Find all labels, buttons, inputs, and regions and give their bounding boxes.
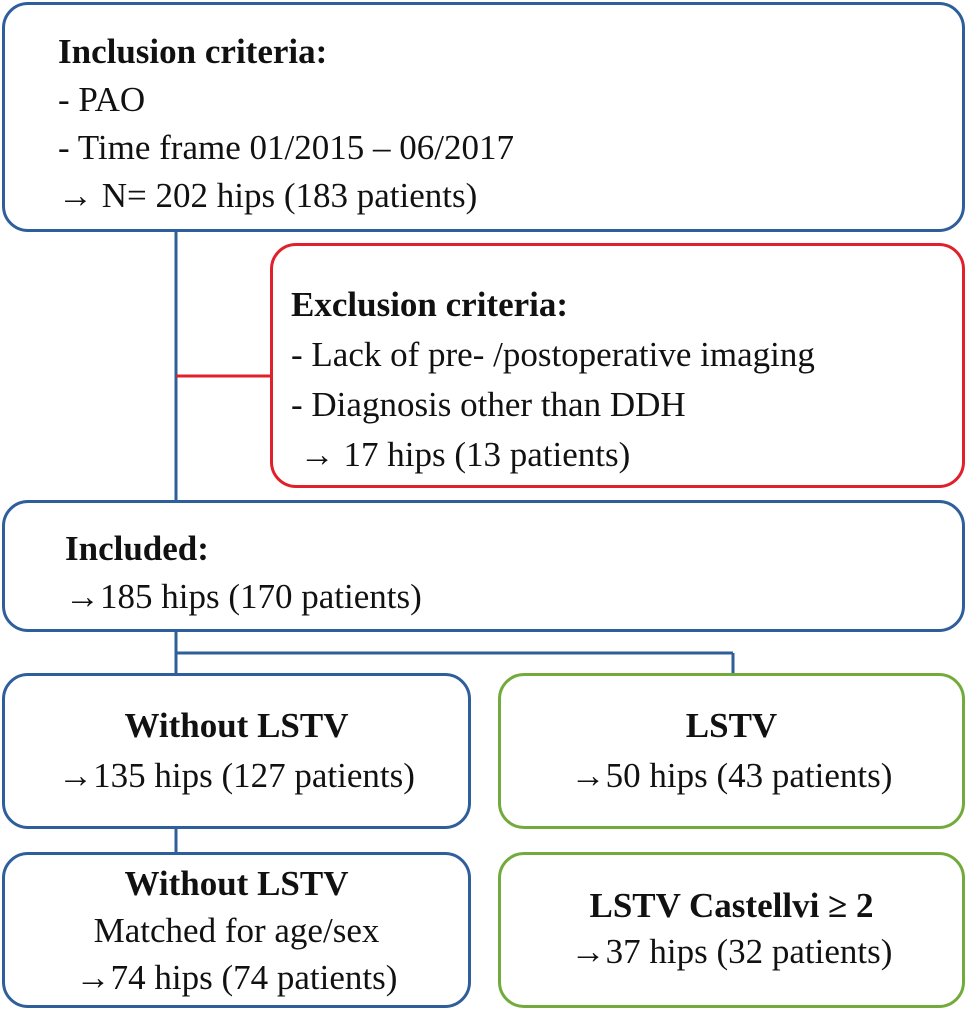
- included-box: Included: →185 hips (170 patients): [2, 500, 965, 632]
- lstv-castellvi-result: →37 hips (32 patients): [570, 932, 893, 971]
- exclusion-item-imaging: - Lack of pre- /postoperative imaging: [291, 335, 815, 374]
- without-lstv-matched-box: Without LSTV Matched for age/sex →74 hip…: [2, 852, 471, 1008]
- exclusion-item-diagnosis: - Diagnosis other than DDH: [291, 385, 686, 424]
- included-title: Included:: [65, 529, 209, 568]
- without-lstv-title: Without LSTV: [124, 706, 349, 745]
- lstv-title: LSTV: [685, 706, 778, 745]
- inclusion-result: → N= 202 hips (183 patients): [58, 176, 478, 215]
- exclusion-result: → 17 hips (13 patients): [291, 435, 631, 474]
- without-lstv-result: →135 hips (127 patients): [58, 756, 415, 795]
- inclusion-item-pao: - PAO: [58, 80, 146, 119]
- inclusion-title: Inclusion criteria:: [58, 32, 328, 71]
- lstv-castellvi-box: LSTV Castellvi ≥ 2 →37 hips (32 patients…: [498, 852, 965, 1008]
- without-lstv-box: Without LSTV →135 hips (127 patients): [2, 673, 471, 829]
- exclusion-criteria-box: Exclusion criteria: - Lack of pre- /post…: [270, 243, 965, 488]
- without-lstv-matched-result: →74 hips (74 patients): [75, 958, 398, 997]
- lstv-result: →50 hips (43 patients): [570, 756, 893, 795]
- included-result: →185 hips (170 patients): [65, 577, 422, 616]
- without-lstv-matched-subtitle: Matched for age/sex: [93, 911, 380, 950]
- lstv-box: LSTV →50 hips (43 patients): [498, 673, 965, 829]
- inclusion-item-time-frame: - Time frame 01/2015 – 06/2017: [58, 128, 514, 167]
- lstv-castellvi-title: LSTV Castellvi ≥ 2: [589, 886, 874, 925]
- inclusion-criteria-box: Inclusion criteria: - PAO - Time frame 0…: [2, 2, 965, 232]
- exclusion-title: Exclusion criteria:: [291, 285, 569, 324]
- without-lstv-matched-title: Without LSTV: [124, 864, 349, 903]
